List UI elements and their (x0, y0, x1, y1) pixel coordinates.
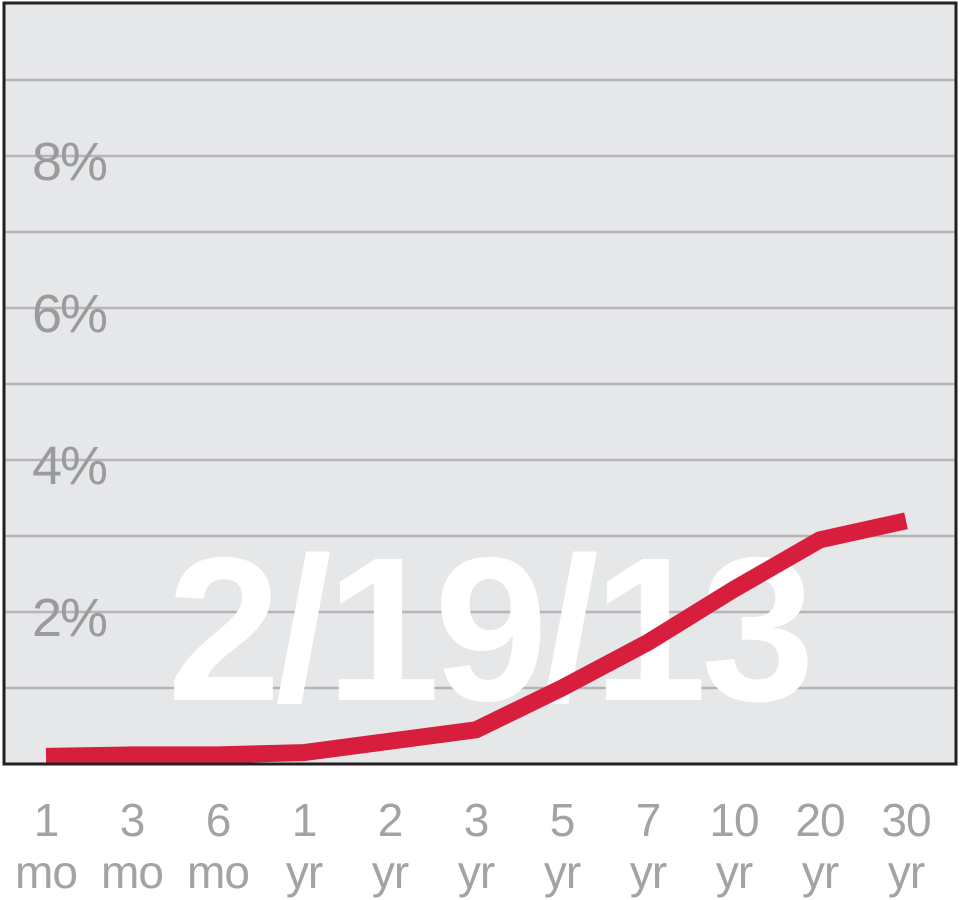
x-tick-label-top: 10 (709, 794, 758, 846)
x-tick-label-bottom: yr (716, 846, 753, 898)
x-tick-label-bottom: mo (101, 846, 163, 898)
x-tick-label-top: 3 (464, 794, 489, 846)
x-tick-label-top: 30 (881, 794, 930, 846)
gridlines (4, 78, 956, 690)
x-tick-label-top: 20 (795, 794, 844, 846)
x-tick-label-bottom: yr (630, 846, 667, 898)
x-tick-label-bottom: yr (802, 846, 839, 898)
y-tick-label: 4% (32, 436, 107, 496)
x-tick-label-top: 7 (636, 794, 661, 846)
x-tick-label-top: 3 (120, 794, 145, 846)
x-tick-label-bottom: mo (15, 846, 77, 898)
x-tick-label-top: 6 (206, 794, 231, 846)
y-tick-label: 8% (32, 132, 107, 192)
x-tick-label-bottom: yr (544, 846, 581, 898)
date-watermark: 2/19/13 (167, 515, 809, 744)
plot-border (2, 1, 958, 766)
x-tick-label-bottom: mo (187, 846, 249, 898)
x-tick-label-top: 1 (292, 794, 317, 846)
x-tick-label-top: 5 (550, 794, 575, 846)
x-tick-label-top: 1 (34, 794, 59, 846)
x-tick-label-bottom: yr (888, 846, 925, 898)
x-tick-label-bottom: yr (458, 846, 495, 898)
x-tick-label-bottom: yr (372, 846, 409, 898)
y-tick-label: 6% (32, 284, 107, 344)
x-tick-label-bottom: yr (286, 846, 323, 898)
y-axis-ticks: 2% 4% 6% 8% (32, 132, 109, 648)
x-tick-label-top: 2 (378, 794, 403, 846)
y-tick-label: 2% (32, 588, 107, 648)
yield-series-line (45, 512, 908, 765)
